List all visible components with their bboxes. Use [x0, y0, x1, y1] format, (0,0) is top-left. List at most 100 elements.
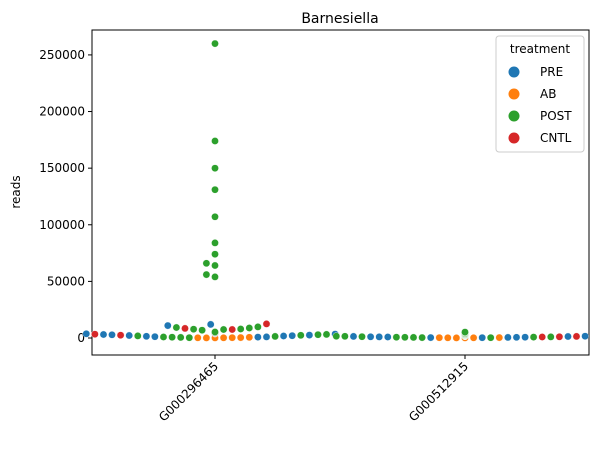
data-point-pre — [366, 332, 375, 341]
legend-marker-ab — [508, 88, 520, 100]
data-point-post — [211, 212, 219, 221]
data-point-post — [392, 333, 401, 342]
data-point-post — [409, 333, 418, 342]
data-point-cntl — [91, 330, 99, 339]
legend-label-post: POST — [540, 109, 572, 123]
y-tick-label: 50000 — [47, 274, 85, 288]
data-point-post — [211, 261, 219, 270]
data-point-post — [332, 332, 341, 341]
legend-marker-pre — [508, 66, 520, 78]
data-point-post — [168, 333, 176, 342]
data-point-post — [133, 332, 142, 340]
legend-box — [495, 35, 585, 153]
data-point-pre — [262, 333, 271, 341]
plot-area — [91, 29, 590, 356]
data-point-ab — [228, 333, 236, 342]
legend-marker-post — [508, 110, 520, 122]
data-point-pre — [108, 330, 116, 339]
data-point-post — [314, 330, 322, 339]
data-point-post — [189, 325, 198, 334]
data-point-post — [211, 328, 219, 336]
data-point-post — [529, 333, 538, 341]
legend-marker-cntl — [508, 132, 520, 144]
data-point-ab — [443, 333, 452, 342]
data-point-cntl — [572, 332, 581, 341]
legend-label-pre: PRE — [540, 65, 563, 79]
data-point-pre — [163, 321, 172, 330]
data-point-post — [486, 333, 495, 342]
data-point-pre — [82, 329, 91, 338]
data-point-pre — [142, 332, 151, 341]
chart-title: Barnesiella — [301, 11, 378, 27]
data-point-ab — [236, 333, 245, 342]
data-point-cntl — [262, 320, 271, 328]
data-points — [82, 39, 589, 342]
data-point-pre — [288, 331, 297, 340]
axes-frame — [91, 29, 590, 356]
data-point-post — [547, 333, 555, 341]
data-point-ab — [193, 333, 202, 342]
y-tick-label: 150000 — [39, 161, 85, 175]
data-point-cntl — [116, 331, 125, 340]
data-point-post — [211, 239, 219, 247]
y-tick-label: 100000 — [39, 218, 85, 232]
y-tick-label: 0 — [77, 331, 85, 345]
data-point-pre — [279, 332, 288, 340]
data-point-post — [176, 333, 185, 342]
data-point-post — [358, 332, 366, 341]
data-point-cntl — [228, 325, 236, 334]
data-point-post — [202, 259, 211, 268]
data-point-post — [211, 250, 219, 258]
data-point-cntl — [538, 333, 547, 341]
data-point-post — [461, 328, 469, 336]
data-point-post — [296, 331, 305, 340]
data-point-ab — [452, 334, 461, 342]
data-point-cntl — [181, 324, 189, 333]
data-point-pre — [383, 333, 392, 341]
data-point-pre — [512, 333, 521, 342]
y-axis-label: reads — [9, 175, 23, 208]
data-point-post — [254, 323, 262, 331]
data-point-post — [341, 332, 349, 341]
data-point-cntl — [555, 332, 564, 341]
data-point-post — [211, 39, 219, 48]
data-point-post — [418, 333, 426, 342]
data-point-pre — [125, 331, 133, 340]
data-point-post — [219, 325, 228, 334]
data-point-post — [211, 137, 219, 145]
data-point-post — [172, 323, 181, 332]
data-point-ab — [245, 333, 254, 342]
data-point-post — [202, 270, 211, 279]
data-point-pre — [349, 332, 358, 341]
y-tick-label: 200000 — [39, 105, 85, 119]
data-point-post — [211, 164, 219, 172]
data-point-pre — [581, 332, 589, 341]
data-point-pre — [521, 333, 529, 342]
data-point-post — [271, 332, 279, 341]
data-point-pre — [305, 331, 314, 339]
data-point-post — [198, 326, 206, 335]
data-point-post — [245, 324, 254, 332]
legend-title: treatment — [510, 42, 570, 56]
data-point-ab — [219, 333, 228, 342]
data-point-pre — [426, 333, 435, 342]
y-axis: 0 50000 100000 150000 200000 250000 — [39, 48, 92, 345]
data-point-post — [401, 333, 409, 342]
data-point-pre — [375, 333, 384, 341]
data-point-pre — [151, 332, 159, 341]
data-point-ab — [202, 334, 211, 342]
data-point-pre — [254, 333, 262, 341]
data-point-pre — [478, 333, 487, 342]
data-point-pre — [206, 320, 215, 329]
data-point-pre — [564, 332, 572, 341]
data-point-post — [236, 325, 245, 333]
data-point-ab — [435, 333, 444, 342]
legend-label-ab: AB — [540, 87, 556, 101]
legend-label-cntl: CNTL — [540, 131, 572, 145]
legend: treatment PRE AB POST CNTL — [495, 35, 585, 153]
data-point-pre — [504, 333, 512, 342]
data-point-post — [322, 330, 331, 339]
data-point-ab — [495, 333, 504, 342]
data-point-post — [159, 333, 168, 341]
